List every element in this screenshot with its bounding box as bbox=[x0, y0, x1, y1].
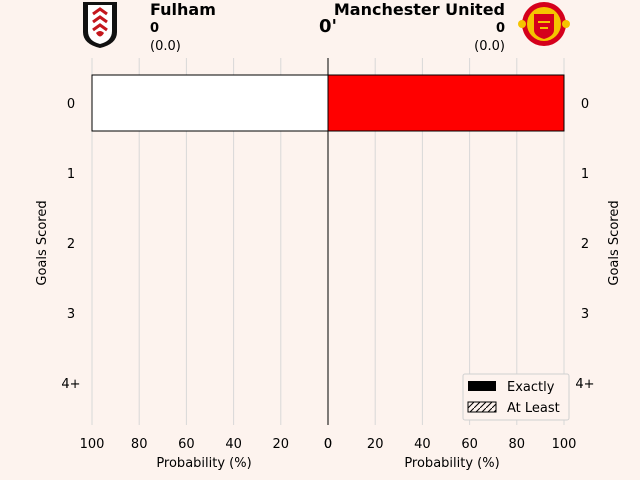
away-team-name: Manchester United bbox=[334, 0, 505, 19]
y-tick-label-left: 4+ bbox=[61, 377, 80, 392]
y-tick-label-right: 2 bbox=[581, 237, 589, 252]
y-tick-label-left: 3 bbox=[67, 307, 75, 322]
legend-label-at-least: At Least bbox=[507, 401, 560, 416]
left-y-axis-title: Goals Scored bbox=[35, 200, 50, 285]
x-tick-label-left: 0 bbox=[324, 437, 332, 452]
y-tick-label-right: 3 bbox=[581, 307, 589, 322]
legend: Exactly At Least bbox=[462, 373, 570, 421]
away-score: 0 bbox=[496, 21, 505, 36]
left-x-axis-title: Probability (%) bbox=[156, 456, 251, 471]
legend-label-exactly: Exactly bbox=[507, 380, 555, 395]
right-x-axis-title: Probability (%) bbox=[404, 456, 499, 471]
legend-swatch-exactly bbox=[468, 381, 496, 391]
x-tick-label-right: 0 bbox=[324, 437, 332, 452]
y-tick-label-right: 4+ bbox=[575, 377, 594, 392]
home-team-name: Fulham bbox=[150, 0, 216, 19]
y-tick-label-left: 2 bbox=[67, 237, 75, 252]
x-tick-label-left: 20 bbox=[273, 437, 290, 452]
x-tick-label-left: 60 bbox=[178, 437, 195, 452]
x-tick-label-right: 80 bbox=[509, 437, 526, 452]
x-tick-label-right: 20 bbox=[367, 437, 384, 452]
x-tick-label-left: 80 bbox=[131, 437, 148, 452]
manchester-united-crest-icon bbox=[518, 2, 570, 46]
y-tick-label-left: 1 bbox=[67, 167, 75, 182]
right-y-axis-title: Goals Scored bbox=[607, 200, 622, 285]
home-xg: (0.0) bbox=[150, 39, 181, 54]
away-xg: (0.0) bbox=[474, 39, 505, 54]
x-tick-label-left: 100 bbox=[80, 437, 105, 452]
x-tick-label-right: 40 bbox=[414, 437, 431, 452]
bar-home-0 bbox=[91, 74, 329, 132]
legend-swatch-at-least bbox=[467, 401, 497, 413]
x-tick-label-left: 40 bbox=[225, 437, 242, 452]
y-tick-label-right: 0 bbox=[581, 97, 589, 112]
y-tick-label-right: 1 bbox=[581, 167, 589, 182]
match-minute: 0' bbox=[319, 16, 337, 37]
x-tick-label-right: 100 bbox=[552, 437, 577, 452]
home-score: 0 bbox=[150, 21, 159, 36]
fulham-crest-icon bbox=[83, 2, 117, 48]
bar-away-0 bbox=[327, 74, 565, 132]
x-tick-label-right: 60 bbox=[461, 437, 478, 452]
y-tick-label-left: 0 bbox=[67, 97, 75, 112]
